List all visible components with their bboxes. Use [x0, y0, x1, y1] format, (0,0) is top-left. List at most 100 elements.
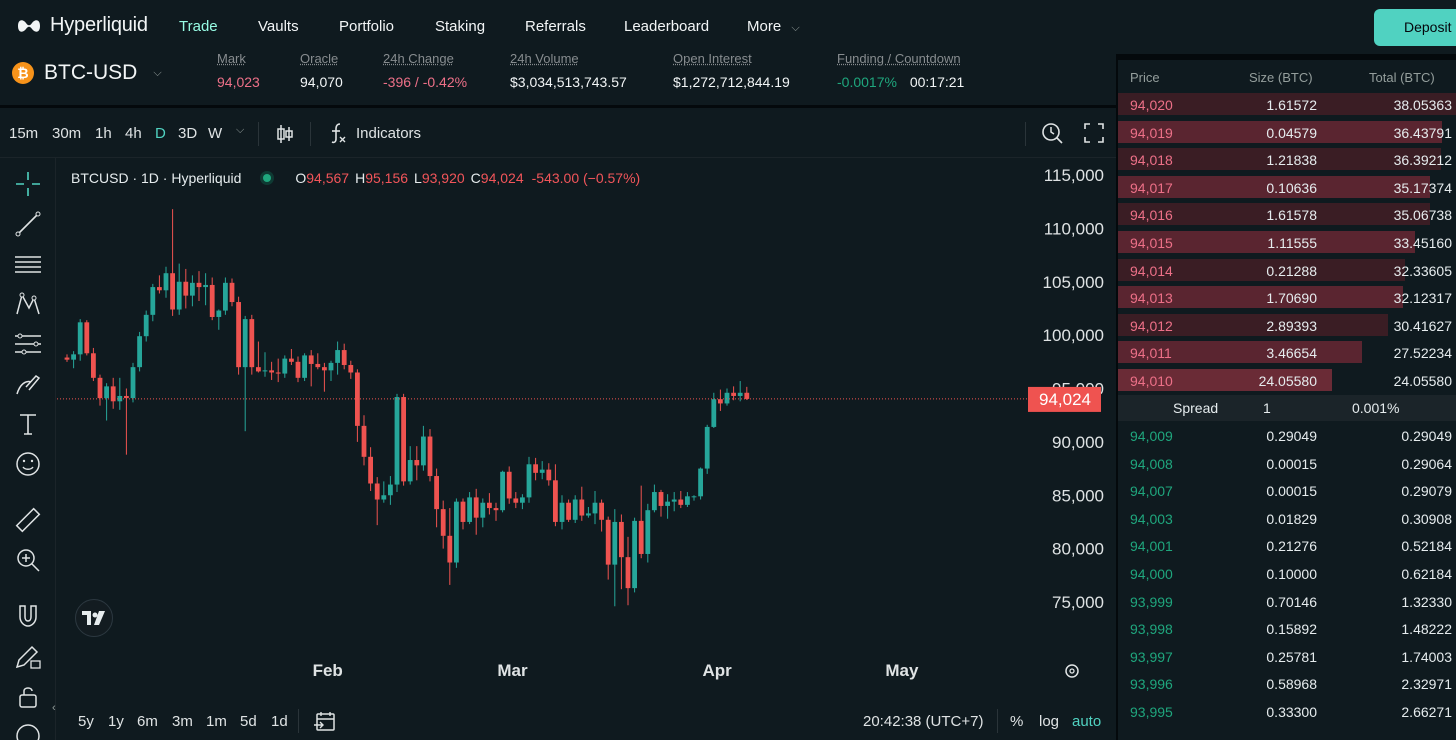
bid-price[interactable]: 93,999: [1130, 593, 1173, 610]
forecast-icon[interactable]: [14, 330, 42, 358]
nav-staking[interactable]: Staking: [435, 18, 486, 35]
bid-row[interactable]: 94,003 0.01829 0.30908: [1118, 505, 1456, 532]
ask-price[interactable]: 94,010: [1130, 373, 1173, 389]
function-icon[interactable]: [328, 121, 348, 145]
ask-row[interactable]: 94,013 1.70690 32.12317: [1118, 284, 1456, 311]
stat-label[interactable]: Open Interest: [673, 54, 752, 66]
range-1y[interactable]: 1y: [108, 713, 124, 730]
lock-icon[interactable]: [14, 682, 42, 710]
nav-referrals[interactable]: Referrals: [525, 18, 586, 35]
range-3m[interactable]: 3m: [172, 713, 193, 730]
timeframe-30m[interactable]: 30m: [52, 125, 82, 142]
bid-price[interactable]: 93,998: [1130, 621, 1173, 638]
crosshair-icon[interactable]: [14, 170, 42, 198]
ask-price[interactable]: 94,011: [1130, 345, 1172, 362]
ask-price[interactable]: 94,016: [1130, 207, 1173, 224]
bid-price[interactable]: 94,003: [1130, 510, 1173, 527]
ask-row[interactable]: 94,020 1.61572 38.05363: [1118, 91, 1456, 118]
timeframe-w[interactable]: W: [208, 125, 223, 142]
chart-area[interactable]: 75,00080,00085,00090,00095,000100,000105…: [57, 159, 1116, 740]
ask-row[interactable]: 94,018 1.21838 36.39212: [1118, 146, 1456, 173]
ask-price[interactable]: 94,015: [1130, 235, 1173, 251]
stat-label[interactable]: Funding / Countdown: [837, 54, 961, 66]
timeframe-4h[interactable]: 4h: [125, 125, 142, 142]
ask-price[interactable]: 94,014: [1130, 262, 1173, 279]
price-chart[interactable]: 75,00080,00085,00090,00095,000100,000105…: [57, 159, 1116, 702]
stat-label[interactable]: 24h Change: [383, 54, 454, 66]
bid-price[interactable]: 93,996: [1130, 676, 1173, 693]
bid-price[interactable]: 94,001: [1130, 538, 1173, 555]
pattern-icon[interactable]: [14, 290, 42, 318]
timeframe-d[interactable]: D: [155, 125, 166, 142]
bid-price[interactable]: 94,009: [1130, 428, 1173, 444]
ask-price[interactable]: 94,012: [1130, 317, 1173, 334]
time-axis[interactable]: Feb Mar Apr May: [313, 661, 919, 680]
timeframe-3d[interactable]: 3D: [178, 125, 198, 142]
log-scale-toggle[interactable]: log: [1039, 713, 1060, 730]
ask-row[interactable]: 94,016 1.61578 35.06738: [1118, 201, 1456, 228]
ask-row[interactable]: 94,014 0.21288 32.33605: [1118, 257, 1456, 284]
emoji-icon[interactable]: [14, 450, 42, 478]
ask-price[interactable]: 94,018: [1130, 152, 1173, 169]
auto-scale-toggle[interactable]: auto: [1072, 713, 1102, 730]
zoom-in-icon[interactable]: [14, 546, 42, 574]
screenshot-icon[interactable]: [1040, 121, 1064, 145]
stat-label[interactable]: 24h Volume: [510, 54, 579, 66]
nav-portfolio[interactable]: Portfolio: [339, 18, 395, 35]
range-5d[interactable]: 5d: [240, 713, 257, 730]
chevron-down-icon[interactable]: ⌵: [236, 124, 245, 136]
text-icon[interactable]: [14, 410, 42, 438]
eye-icon[interactable]: [14, 722, 42, 740]
stat-label[interactable]: Mark: [217, 54, 246, 66]
bid-row[interactable]: 94,008 0.00015 0.29064: [1118, 450, 1456, 477]
bid-row[interactable]: 93,996 0.58968 2.32971: [1118, 670, 1456, 697]
deposit-button[interactable]: Deposit: [1374, 9, 1456, 46]
stat-label[interactable]: Oracle: [300, 54, 339, 66]
nav-trade[interactable]: Trade: [179, 18, 218, 35]
ask-row[interactable]: 94,017 0.10636 35.17374: [1118, 174, 1456, 201]
bid-price[interactable]: 94,008: [1130, 455, 1173, 472]
bid-price[interactable]: 93,995: [1130, 704, 1173, 720]
bid-price[interactable]: 94,000: [1130, 566, 1173, 582]
ask-row[interactable]: 94,015 1.11555 33.45160: [1118, 229, 1456, 256]
fullscreen-icon[interactable]: [1084, 123, 1104, 143]
nav-vaults[interactable]: Vaults: [258, 18, 299, 35]
range-5y[interactable]: 5y: [78, 713, 94, 730]
trend-line-icon[interactable]: [14, 210, 42, 238]
range-1d[interactable]: 1d: [271, 713, 288, 730]
ask-price[interactable]: 94,013: [1130, 290, 1173, 307]
nav-more[interactable]: More ⌵: [747, 18, 800, 35]
bid-row[interactable]: 94,001 0.21276 0.52184: [1118, 532, 1456, 559]
bid-price[interactable]: 93,997: [1130, 648, 1173, 665]
goto-date-icon[interactable]: [314, 710, 336, 732]
ask-row[interactable]: 94,019 0.04579 36.43791: [1118, 119, 1456, 146]
price-axis[interactable]: 75,00080,00085,00090,00095,000100,000105…: [1043, 166, 1104, 612]
timeframe-1h[interactable]: 1h: [95, 125, 112, 142]
ask-row[interactable]: 94,011 3.46654 27.52234: [1118, 339, 1456, 366]
tradingview-logo[interactable]: [75, 599, 113, 637]
chart-clock[interactable]: 20:42:38 (UTC+7): [863, 713, 984, 730]
magnet-icon[interactable]: [14, 602, 42, 630]
lock-drawing-icon[interactable]: [14, 642, 42, 670]
bid-row[interactable]: 94,000 0.10000 0.62184: [1118, 560, 1456, 587]
ask-price[interactable]: 94,020: [1130, 97, 1173, 113]
bid-price[interactable]: 94,007: [1130, 483, 1173, 500]
ask-row[interactable]: 94,012 2.89393 30.41627: [1118, 312, 1456, 339]
bid-row[interactable]: 93,999 0.70146 1.32330: [1118, 588, 1456, 615]
indicators-button[interactable]: Indicators: [356, 125, 422, 142]
brand-logo[interactable]: Hyperliquid: [16, 14, 148, 37]
ask-row[interactable]: 94,010 24.05580 24.05580: [1118, 367, 1456, 394]
percent-scale-toggle[interactable]: %: [1010, 713, 1024, 730]
range-1m[interactable]: 1m: [206, 713, 227, 730]
candles-icon[interactable]: [275, 123, 295, 145]
nav-leaderboard[interactable]: Leaderboard: [624, 18, 710, 35]
bid-row[interactable]: 94,009 0.29049 0.29049: [1118, 422, 1456, 449]
ask-price[interactable]: 94,017: [1130, 179, 1173, 196]
market-selector[interactable]: ₿ BTC-USD ⌵: [12, 58, 162, 88]
ask-price[interactable]: 94,019: [1130, 124, 1173, 141]
chevron-left-icon[interactable]: ‹: [52, 702, 56, 714]
bid-row[interactable]: 93,995 0.33300 2.66271: [1118, 698, 1456, 725]
bid-row[interactable]: 93,997 0.25781 1.74003: [1118, 643, 1456, 670]
fib-retracement-icon[interactable]: [14, 250, 42, 278]
bid-row[interactable]: 94,007 0.00015 0.29079: [1118, 477, 1456, 504]
